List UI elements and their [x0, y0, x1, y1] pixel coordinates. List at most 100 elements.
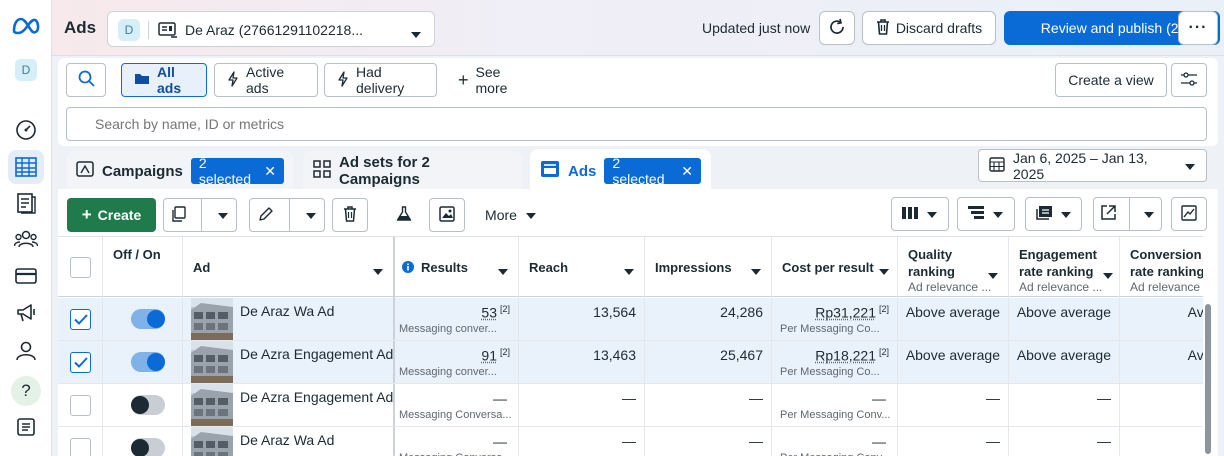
tab-campaigns[interactable]: Campaigns 2 selected ✕ — [66, 151, 294, 191]
more-options-button[interactable]: ··· — [1178, 11, 1218, 45]
header-quality-ranking[interactable]: Quality ranking Ad relevance ... — [898, 237, 1009, 298]
row-checkbox[interactable] — [70, 352, 91, 373]
ab-test-button[interactable] — [387, 198, 421, 232]
filter-active-ads[interactable]: Active ads — [214, 63, 318, 97]
duplicate-icon[interactable] — [171, 205, 187, 225]
chevron-down-icon[interactable] — [217, 208, 229, 223]
table-row[interactable]: De Azra Engagement Ad 91 [2] Messaging co… — [58, 341, 1203, 384]
campaigns-selected-badge[interactable]: 2 selected ✕ — [190, 155, 284, 187]
ad-name-cell[interactable]: De Azra Engagement Ad — [183, 341, 395, 383]
billing-icon[interactable] — [8, 259, 44, 293]
header-cost-per-result[interactable]: Cost per result — [772, 237, 898, 298]
export-icon[interactable] — [1100, 205, 1116, 223]
catalog-icon[interactable] — [8, 186, 44, 220]
chevron-down-icon[interactable] — [1143, 207, 1155, 222]
tab-ads[interactable]: Ads 2 selected ✕ — [530, 149, 711, 193]
ad-thumbnail[interactable] — [191, 341, 233, 383]
delete-button[interactable] — [332, 198, 368, 232]
ad-name[interactable]: De Araz Wa Ad — [240, 432, 335, 448]
ad-name[interactable]: De Araz Wa Ad — [240, 303, 335, 319]
meta-logo-icon[interactable] — [11, 16, 41, 40]
help-icon[interactable]: ? — [11, 376, 41, 406]
header-conversion-ranking[interactable]: Conversion rate ranking Ad relevance ... — [1120, 237, 1203, 298]
row-checkbox[interactable] — [70, 309, 91, 330]
sort-down-icon[interactable] — [373, 263, 383, 278]
performance-icon[interactable] — [8, 113, 44, 147]
header-ad[interactable]: Ad — [183, 237, 395, 298]
ads-selected-badge[interactable]: 2 selected ✕ — [604, 155, 701, 187]
create-button[interactable]: + Create — [67, 198, 156, 232]
discard-drafts-label: Discard drafts — [895, 20, 983, 36]
sort-down-icon[interactable] — [751, 263, 761, 278]
audiences-icon[interactable] — [8, 222, 44, 256]
refresh-button[interactable] — [819, 11, 855, 45]
header-engagement-ranking[interactable]: Engagement rate ranking Ad relevance ... — [1009, 237, 1120, 298]
columns-button[interactable] — [891, 197, 949, 231]
table-row[interactable]: De Araz Wa Ad 53 [2] Messaging conver... … — [58, 298, 1203, 341]
tab-ad-sets[interactable]: Ad sets for 2 Campaigns — [303, 151, 523, 191]
more-actions-button[interactable]: More — [476, 198, 546, 232]
account-avatar[interactable]: D — [15, 59, 37, 81]
filter-all-ads[interactable]: All ads — [121, 63, 207, 97]
on-off-toggle[interactable] — [131, 395, 165, 415]
see-more-filters[interactable]: + See more — [445, 63, 545, 97]
chevron-down-icon[interactable] — [305, 208, 317, 223]
pages-icon[interactable] — [8, 410, 44, 444]
info-icon[interactable] — [402, 261, 414, 276]
sort-down-icon[interactable] — [1103, 267, 1113, 282]
discard-drafts-button[interactable]: Discard drafts — [862, 11, 996, 45]
ad-name-cell[interactable]: De Araz Wa Ad — [183, 298, 395, 340]
date-range-label: Jan 6, 2025 – Jan 13, 2025 — [1013, 149, 1148, 182]
filter-settings-button[interactable] — [1171, 63, 1207, 97]
filter-had-delivery[interactable]: Had delivery — [324, 63, 437, 97]
duplicate-split-button[interactable] — [163, 198, 237, 232]
sort-down-icon[interactable] — [988, 267, 998, 282]
table-row[interactable]: De Araz Wa Ad — Messaging Conversa... — … — [58, 427, 1203, 456]
campaign-megaphone-icon[interactable] — [8, 296, 44, 330]
tab-campaigns-label: Campaigns — [102, 162, 183, 180]
ad-name[interactable]: De Azra Engagement Ad — [240, 346, 394, 362]
on-off-toggle[interactable] — [131, 438, 165, 456]
ad-thumbnail[interactable] — [191, 384, 233, 426]
table-row[interactable]: De Azra Engagement Ad — Messaging Conver… — [58, 384, 1203, 427]
sort-down-icon[interactable] — [879, 263, 889, 278]
ad-thumbnail[interactable] — [191, 298, 233, 340]
row-toggle-cell — [103, 384, 183, 426]
people-icon[interactable] — [8, 334, 44, 368]
media-button[interactable] — [429, 198, 465, 232]
edit-split-button[interactable] — [249, 198, 325, 232]
sort-down-icon[interactable] — [498, 263, 508, 278]
header-off-on[interactable]: Off / On — [103, 237, 183, 298]
row-checkbox[interactable] — [70, 395, 91, 416]
row-checkbox[interactable] — [70, 438, 91, 456]
scrollbar-thumb[interactable] — [1205, 304, 1211, 454]
create-view-button[interactable]: Create a view — [1055, 63, 1167, 97]
ads-manager-table-icon[interactable] — [8, 150, 44, 184]
close-icon[interactable]: ✕ — [264, 162, 276, 179]
conversion-ranking-value: Avera — [1187, 304, 1203, 320]
header-reach[interactable]: Reach — [519, 237, 645, 298]
ad-name-cell[interactable]: De Azra Engagement Ad — [183, 384, 395, 426]
ad-thumbnail[interactable] — [191, 427, 233, 456]
breakdown-button[interactable] — [957, 197, 1015, 231]
charts-button[interactable] — [1171, 197, 1207, 231]
off-on-label: Off / On — [113, 247, 161, 262]
search-toggle-button[interactable] — [66, 63, 106, 97]
sort-down-icon[interactable] — [624, 263, 634, 278]
on-off-toggle[interactable] — [131, 309, 165, 329]
account-selector[interactable]: D De Araz (27661291102218... — [107, 11, 435, 47]
export-split-button[interactable] — [1093, 197, 1162, 231]
header-impressions[interactable]: Impressions — [645, 237, 772, 298]
ad-name[interactable]: De Azra Engagement Ad — [240, 389, 394, 405]
date-range-picker[interactable]: Jan 6, 2025 – Jan 13, 2025 — [978, 149, 1207, 182]
ad-name-cell[interactable]: De Araz Wa Ad — [183, 427, 395, 456]
select-all-checkbox[interactable] — [70, 257, 91, 278]
on-off-toggle[interactable] — [131, 352, 165, 372]
header-results[interactable]: Results — [395, 237, 519, 298]
conversion-ranking-cell: Avera — [1120, 298, 1203, 340]
reports-button[interactable] — [1025, 197, 1082, 231]
close-icon[interactable]: ✕ — [681, 162, 693, 179]
pencil-icon[interactable] — [258, 206, 274, 225]
table-scrollbar[interactable] — [1205, 298, 1211, 456]
search-input[interactable] — [66, 107, 1207, 141]
